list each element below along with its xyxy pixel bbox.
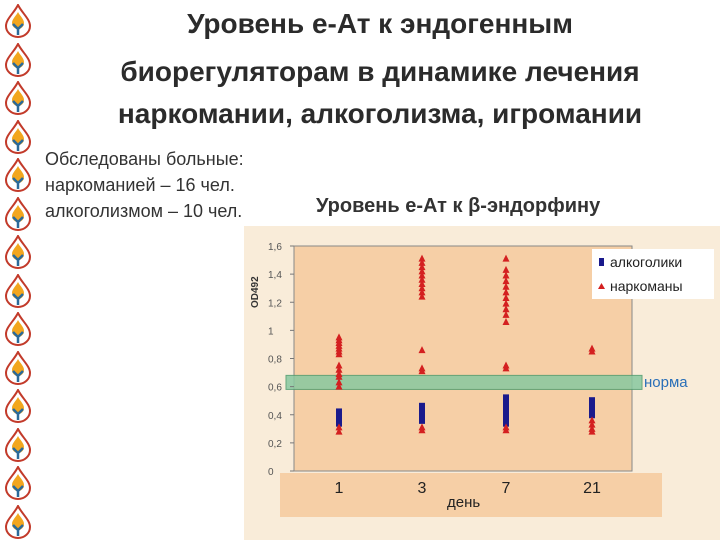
legend-label-narco: наркоманы xyxy=(610,278,683,294)
alcohol-point xyxy=(589,411,595,419)
drop-logo-icon xyxy=(4,310,32,346)
narco-point xyxy=(502,299,510,307)
narco-point xyxy=(335,350,343,358)
drop-logo-icon xyxy=(4,195,32,231)
x-tick-label: 21 xyxy=(583,480,601,497)
narco-point xyxy=(418,275,426,283)
plot-area xyxy=(293,245,633,472)
narco-point xyxy=(418,263,426,271)
narco-point xyxy=(502,294,510,302)
drop-logo-icon xyxy=(4,426,32,462)
drop-logo-icon xyxy=(4,387,32,423)
narco-point xyxy=(502,364,510,372)
narco-point xyxy=(335,372,343,380)
drop-logo-icon xyxy=(4,118,32,154)
legend-marker-narco xyxy=(598,283,605,289)
y-tick-label: 0,6 xyxy=(268,383,282,394)
info-line-1: Обследованы больные: xyxy=(45,149,244,169)
narco-point xyxy=(502,271,510,279)
drop-logo-icon xyxy=(4,41,32,77)
narco-point xyxy=(588,427,596,435)
narco-point xyxy=(335,382,343,390)
alcohol-point xyxy=(503,419,509,427)
narco-point xyxy=(418,288,426,296)
drop-logo-icon xyxy=(4,233,32,269)
alcohol-point xyxy=(419,416,425,424)
narco-point xyxy=(335,361,343,369)
narco-point xyxy=(588,347,596,355)
narco-point xyxy=(418,426,426,434)
chart-title: Уровень е-Ат к β-эндорфину xyxy=(316,195,601,217)
y-tick-label: 0,2 xyxy=(268,439,282,450)
narco-point xyxy=(588,420,596,428)
drop-logo-icon xyxy=(4,79,32,115)
x-axis-label: день xyxy=(447,494,480,511)
narco-point xyxy=(502,254,510,262)
narco-point xyxy=(418,367,426,375)
legend-box xyxy=(592,249,714,299)
narco-point xyxy=(418,271,426,279)
y-tick-label: 0,8 xyxy=(268,355,282,366)
narco-point xyxy=(502,277,510,285)
narco-point xyxy=(418,254,426,262)
narco-point xyxy=(335,423,343,431)
x-tick-label: 1 xyxy=(335,480,344,497)
narco-point xyxy=(335,365,343,373)
title-line-3: наркомании, алкоголизма, игромании xyxy=(117,98,643,129)
norm-label: норма xyxy=(644,374,688,391)
narco-point xyxy=(418,279,426,287)
narco-point xyxy=(418,258,426,266)
narco-point xyxy=(335,378,343,386)
narco-point xyxy=(502,310,510,318)
y-tick-label: 1 xyxy=(268,326,274,337)
narco-point xyxy=(502,265,510,273)
narco-point xyxy=(502,288,510,296)
narco-point xyxy=(418,346,426,354)
narco-point xyxy=(418,267,426,275)
alcohol-point xyxy=(336,419,342,427)
decorative-logo-strip xyxy=(0,0,38,540)
narco-point xyxy=(502,426,510,434)
norm-band xyxy=(285,374,643,390)
narco-point xyxy=(588,416,596,424)
legend: алкоголики наркоманы xyxy=(592,249,714,299)
drop-logo-icon xyxy=(4,2,32,38)
narco-point xyxy=(335,427,343,435)
narco-point xyxy=(502,305,510,313)
drop-logo-icon xyxy=(4,349,32,385)
x-axis-label-area xyxy=(280,473,662,517)
narco-point xyxy=(418,292,426,300)
drop-logo-icon xyxy=(4,272,32,308)
narco-point xyxy=(502,282,510,290)
y-tick-label: 0 xyxy=(268,467,274,478)
title-line-2: биорегуляторам в динамике лечения xyxy=(120,56,640,87)
narco-point xyxy=(418,284,426,292)
info-line-2: наркоманией – 16 чел. xyxy=(45,175,235,195)
legend-label-alcohol: алкоголики xyxy=(610,254,682,270)
x-tick-label: 3 xyxy=(418,480,427,497)
drop-logo-icon xyxy=(4,464,32,500)
x-tick-label: 7 xyxy=(502,480,511,497)
drop-logo-icon xyxy=(4,156,32,192)
narco-point xyxy=(502,317,510,325)
y-tick-label: 1,4 xyxy=(268,270,282,281)
title-line-1: Уровень е-Ат к эндогенным xyxy=(187,8,573,39)
legend-marker-alcohol xyxy=(599,258,604,266)
drop-logo-icon xyxy=(4,503,32,539)
y-tick-label: 0,4 xyxy=(268,411,282,422)
y-tick-label: 1,6 xyxy=(268,242,282,253)
y-tick-label: 1,2 xyxy=(268,298,282,309)
y-axis-label: OD492 xyxy=(250,276,261,308)
patient-info: Обследованы больные: наркоманией – 16 че… xyxy=(45,146,244,224)
info-line-3: алкоголизмом – 10 чел. xyxy=(45,201,243,221)
